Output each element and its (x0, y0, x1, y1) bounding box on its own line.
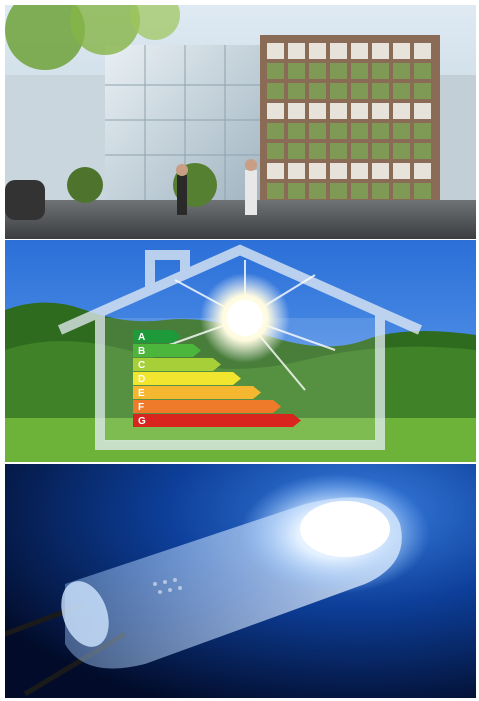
facade-panel (330, 63, 347, 79)
energy-bar-label: G (138, 416, 146, 427)
facade-panel (372, 163, 389, 179)
facade-panel (267, 143, 284, 159)
facade-panel (330, 143, 347, 159)
facade-panel (330, 103, 347, 119)
facade-panel (309, 43, 326, 59)
facade-panel (372, 183, 389, 199)
facade-panel (330, 183, 347, 199)
facade-panel (414, 163, 431, 179)
facade-panel (393, 163, 410, 179)
facade-panel (393, 123, 410, 139)
facade-panel (351, 163, 368, 179)
facade-panel (372, 123, 389, 139)
facade-panel (372, 143, 389, 159)
energy-bar-label: D (138, 374, 145, 385)
facade-panel (330, 123, 347, 139)
facade-panel (288, 123, 305, 139)
facade-panel (267, 43, 284, 59)
facade-panel (267, 63, 284, 79)
facade-panel (330, 43, 347, 59)
facade-panel (393, 83, 410, 99)
energy-bar-f (133, 400, 281, 413)
facade-panel (309, 183, 326, 199)
energy-bar-g (133, 414, 301, 427)
facade-panel (351, 83, 368, 99)
facade-panel (267, 163, 284, 179)
facade-panel (309, 63, 326, 79)
facade-panel (351, 143, 368, 159)
building-photo (5, 5, 476, 239)
facade-panel (309, 103, 326, 119)
facade-panel (267, 103, 284, 119)
facade-panel (372, 43, 389, 59)
facade-panel (393, 103, 410, 119)
facade-panel (288, 83, 305, 99)
facade-panel (288, 143, 305, 159)
facade-panel (414, 83, 431, 99)
energy-bar-label: B (138, 346, 145, 357)
facade-panel (372, 83, 389, 99)
facade-panel (414, 63, 431, 79)
energy-bar-label: C (138, 360, 145, 371)
facade-panel (351, 43, 368, 59)
facade-panel (309, 163, 326, 179)
facade-panel (288, 103, 305, 119)
facade-panel (414, 43, 431, 59)
facade-panel (351, 103, 368, 119)
facade-panel (414, 143, 431, 159)
facade-panel (288, 43, 305, 59)
energy-bar-a (133, 330, 181, 343)
led-photo (5, 464, 476, 698)
energy-bar-b (133, 344, 201, 357)
facade-panel (372, 63, 389, 79)
facade-panel (288, 163, 305, 179)
facade-panel (309, 83, 326, 99)
facade-panel (393, 143, 410, 159)
facade-panel (351, 183, 368, 199)
facade-panel (267, 123, 284, 139)
facade-panel (330, 83, 347, 99)
facade-panel (351, 123, 368, 139)
facade-panel (351, 63, 368, 79)
energy-bar-e (133, 386, 261, 399)
facade-panel (393, 43, 410, 59)
energy-bar-c (133, 358, 221, 371)
facade-panel (414, 103, 431, 119)
facade-panel (288, 183, 305, 199)
facade-panel (393, 63, 410, 79)
energy-bar-label: E (138, 388, 145, 399)
facade-panel (309, 143, 326, 159)
facade-panel (414, 183, 431, 199)
facade-panel (309, 123, 326, 139)
facade-panel (414, 123, 431, 139)
facade-panel (393, 183, 410, 199)
energy-bar-d (133, 372, 241, 385)
facade-panel (372, 103, 389, 119)
energy-bar-label: F (138, 402, 144, 413)
facade-panel (267, 183, 284, 199)
facade-panel (267, 83, 284, 99)
energy-bar-label: A (138, 332, 145, 343)
facade-panel (288, 63, 305, 79)
facade-panel (330, 163, 347, 179)
